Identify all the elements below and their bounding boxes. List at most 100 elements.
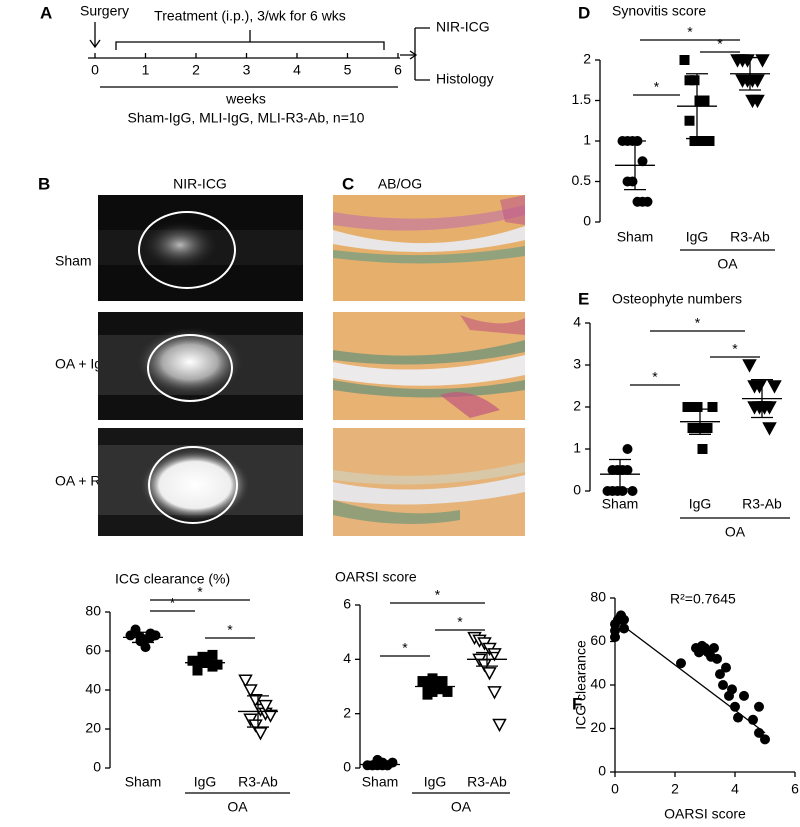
data-point (427, 673, 438, 684)
data-point (750, 94, 765, 109)
arrow-head (89, 39, 101, 49)
x-tick-label: R3-Ab (467, 774, 507, 790)
time-tick-label: 0 (91, 62, 99, 78)
y-axis-label: ICG clearance (573, 640, 589, 730)
data-point (617, 486, 628, 496)
x-tick-label: 0 (611, 781, 619, 797)
x-tick-label: R3-Ab (238, 774, 278, 790)
tissue (333, 205, 525, 231)
panel-label: C (342, 174, 354, 193)
y-tick-label: 60 (85, 642, 101, 658)
data-point (699, 95, 710, 106)
y-tick-label: 0 (583, 213, 591, 229)
y-tick-label: 40 (590, 676, 606, 692)
x-tick-label: Sham (602, 496, 639, 512)
error-bar (686, 73, 708, 140)
group-label: OA (227, 799, 248, 815)
data-point (750, 74, 765, 88)
y-tick-label: 0 (598, 763, 606, 779)
panel-label: A (40, 3, 52, 22)
x-tick-label: 6 (791, 781, 799, 797)
data-point (739, 690, 749, 701)
data-point (487, 648, 502, 662)
x-tick-label: IgG (689, 496, 712, 512)
data-point (704, 136, 715, 146)
timeline: Surgery Treatment (i.p.), 3/wk for 6 wks… (80, 3, 494, 126)
panel-label: E (578, 289, 589, 308)
data-point (754, 701, 764, 712)
error-bar (424, 680, 446, 693)
data-point (684, 115, 695, 126)
significance-label: * (654, 79, 660, 95)
trendline (614, 619, 766, 734)
time-tick-label: 2 (192, 62, 200, 78)
y-tick-label: 6 (343, 596, 351, 612)
y-tick-label: 0 (93, 759, 101, 775)
roi (148, 446, 238, 524)
data-point (762, 422, 777, 436)
tissue (460, 315, 525, 335)
y-tick-label: 20 (85, 720, 101, 736)
nir-images (98, 195, 303, 536)
x-axis-label: OARSI score (664, 806, 746, 822)
data-point (192, 659, 203, 670)
significance-label: * (197, 584, 203, 600)
error-bar (739, 56, 761, 91)
x-tick-label: Sham (617, 229, 654, 245)
x-tick-label: R3-Ab (730, 229, 770, 245)
group-label: OA (451, 799, 472, 815)
cartilage (333, 462, 525, 485)
data-point (733, 712, 743, 723)
y-tick-label: 0 (343, 759, 351, 775)
y-tick-label: 2 (573, 398, 581, 414)
data-point (676, 658, 686, 669)
y-tick-label: 60 (590, 632, 606, 648)
data-point (707, 402, 718, 412)
panel-label: B (38, 174, 50, 193)
y-tick-label: 2 (583, 51, 591, 67)
x-tick-label: IgG (424, 774, 447, 790)
data-point (243, 684, 258, 698)
y-tick-label: 4 (343, 650, 351, 666)
time-tick-label: 4 (293, 62, 301, 78)
y-tick-label: 20 (590, 719, 606, 735)
error-bar (247, 695, 269, 728)
chart-title: ICG clearance (%) (115, 571, 230, 587)
significance-label: * (435, 587, 441, 603)
significance-label: * (652, 369, 658, 385)
time-tick-label: 3 (243, 62, 251, 78)
cartilage (333, 340, 525, 365)
group-label: OA (717, 256, 738, 272)
panel-label: D (578, 3, 590, 22)
data-point (755, 54, 770, 68)
chart-title: OARSI score (335, 569, 417, 585)
y-tick-label: 0.5 (572, 172, 592, 188)
data-point (692, 402, 703, 412)
image-title: AB/OG (378, 176, 422, 192)
data-point (422, 689, 433, 700)
y-tick-label: 40 (85, 681, 101, 697)
data-point (730, 701, 740, 712)
arrow-head (409, 50, 418, 60)
data-point (767, 380, 782, 394)
data-point (718, 680, 728, 690)
y-tick-label: 1 (583, 132, 591, 148)
y-tick-label: 4 (573, 314, 581, 330)
y-tick-label: 80 (85, 603, 101, 619)
data-point (140, 642, 151, 653)
data-point (212, 659, 223, 670)
time-tick-label: 6 (394, 62, 402, 78)
data-point (702, 423, 713, 433)
chart-title: Synovitis score (612, 3, 706, 19)
group-label: OA (725, 524, 746, 540)
data-point (642, 196, 653, 207)
treatment-label: Treatment (i.p.), 3/wk for 6 wks (154, 8, 346, 24)
nir-signal (135, 327, 245, 397)
x-tick-label: 2 (671, 781, 679, 797)
tissue (440, 392, 500, 418)
data-point (715, 669, 725, 680)
y-tick-label: 3 (573, 356, 581, 372)
data-point (492, 718, 507, 733)
data-point (619, 623, 629, 634)
treatment-bracket (115, 30, 385, 50)
